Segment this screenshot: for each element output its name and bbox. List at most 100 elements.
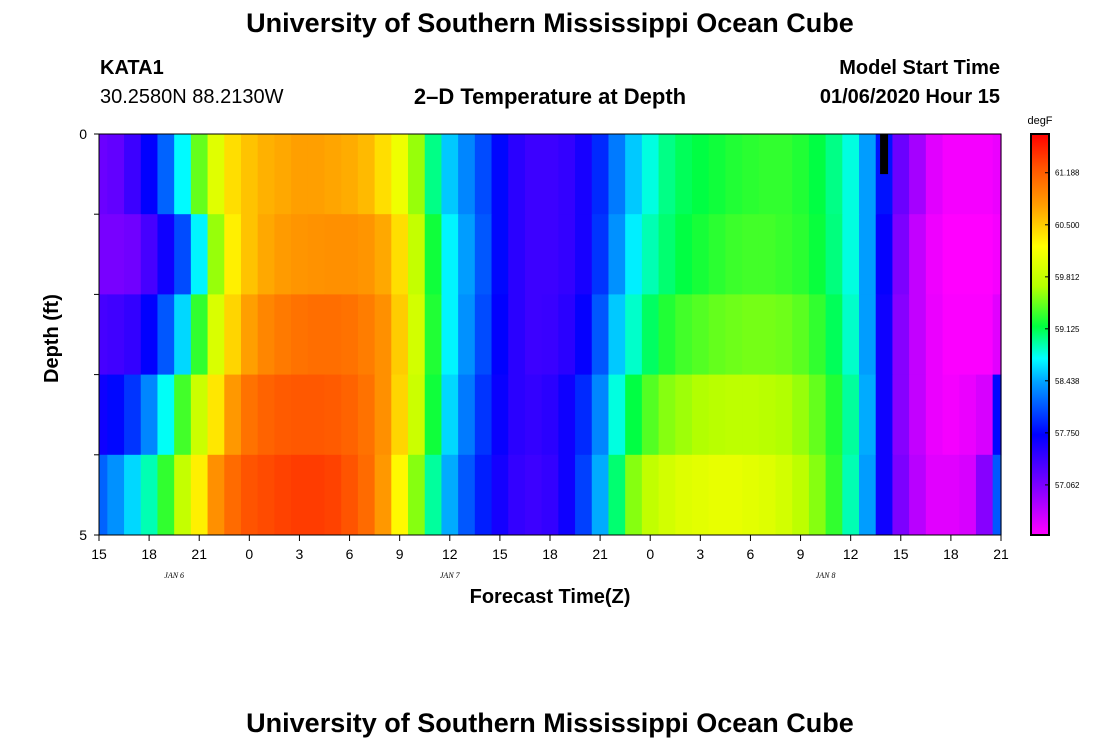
heatmap-cell	[792, 214, 810, 295]
heatmap-cell	[708, 294, 726, 375]
model-start-value: 01/06/2020 Hour 15	[819, 86, 1000, 108]
heatmap-cell	[842, 454, 860, 536]
heatmap-cell	[441, 454, 459, 536]
heatmap-cell	[157, 454, 175, 536]
heatmap-cell	[274, 214, 292, 295]
heatmap-cell	[458, 134, 476, 215]
heatmap-cell	[808, 454, 827, 536]
heatmap-cell	[224, 134, 242, 215]
heatmap-cell	[691, 454, 710, 536]
heatmap-cell	[491, 454, 509, 536]
heatmap-cell	[909, 134, 927, 215]
heatmap-cell	[775, 214, 793, 295]
heatmap-cell	[775, 294, 793, 375]
heatmap-cell	[859, 454, 877, 536]
x-tick-label: 6	[346, 546, 354, 562]
heatmap-cell	[591, 214, 610, 295]
heatmap-cell	[959, 214, 977, 295]
heatmap-cell	[541, 294, 559, 375]
x-tick-label: 6	[747, 546, 755, 562]
heatmap-cell	[357, 294, 376, 375]
heatmap-cell	[825, 294, 843, 375]
heatmap-cell	[942, 294, 960, 375]
heatmap-cell	[391, 134, 409, 215]
heatmap-cell	[224, 214, 242, 295]
heatmap-cell	[859, 374, 877, 456]
heatmap-cell	[408, 134, 426, 215]
heatmap-cell	[190, 294, 209, 375]
heatmap-cell	[107, 294, 125, 375]
heatmap-cell	[892, 374, 910, 456]
heatmap-cell	[675, 454, 693, 536]
heatmap-cell	[691, 374, 710, 456]
heatmap-cell	[558, 134, 576, 215]
heatmap-cell	[240, 214, 259, 295]
x-axis-label: Forecast Time(Z)	[469, 586, 631, 608]
heatmap-cell	[174, 134, 192, 215]
colorbar: degF 61.188 60.500 59.812 59.125 58.438 57.750…	[1027, 115, 1080, 536]
heatmap-cell	[641, 294, 660, 375]
heatmap-cell	[742, 454, 760, 536]
heatmap-cell	[190, 454, 209, 536]
x-tick-label: 0	[245, 546, 253, 562]
heatmap-cell	[124, 134, 142, 215]
heatmap-cell	[524, 374, 543, 456]
heatmap-cell	[942, 454, 960, 536]
heatmap-cell	[107, 214, 125, 295]
heatmap-cell	[124, 454, 142, 536]
date-label: JAN 7	[440, 571, 461, 580]
heatmap-cell	[341, 374, 359, 456]
heatmap-cell	[157, 134, 175, 215]
heatmap-cell	[190, 134, 209, 215]
heatmap-cell	[274, 134, 292, 215]
heatmap-cell	[975, 374, 994, 456]
x-tick-label: 15	[492, 546, 508, 562]
heatmap-cell	[374, 374, 392, 456]
x-axis-ticks: 15 18 21 0 3 6 9 12 15 18 21 0 3 6 9 12 15 18 21 JAN 6 JAN 7…	[91, 535, 1009, 580]
page-title: University of Southern Mississippi Ocean…	[246, 8, 854, 38]
heatmap-cell	[641, 454, 660, 536]
heatmap-cell	[608, 214, 626, 295]
x-tick-label: 0	[646, 546, 654, 562]
heatmap-cell	[658, 454, 676, 536]
heatmap-cell	[357, 214, 376, 295]
heatmap-cell	[992, 294, 1002, 375]
heatmap-cell	[775, 454, 793, 536]
heatmap-cell	[758, 454, 777, 536]
heatmap-cell	[708, 374, 726, 456]
heatmap-cell	[408, 374, 426, 456]
heatmap-cell	[658, 214, 676, 295]
heatmap-cell	[675, 374, 693, 456]
heatmap-cell	[291, 294, 309, 375]
heatmap-cell	[307, 214, 326, 295]
heatmap-cell	[925, 454, 944, 536]
heatmap-cell	[408, 214, 426, 295]
heatmap-cell	[625, 134, 643, 215]
heatmap-cell	[992, 134, 1002, 215]
x-tick-label: 15	[893, 546, 909, 562]
heatmap-cell	[99, 454, 108, 536]
colorbar-tick-label: 60.500	[1055, 221, 1080, 230]
heatmap-cell	[524, 294, 543, 375]
heatmap-cell	[140, 294, 159, 375]
x-tick-label: 3	[696, 546, 704, 562]
heatmap-cell	[124, 374, 142, 456]
heatmap-cell	[99, 134, 108, 215]
heatmap-cell	[474, 214, 493, 295]
y-axis-ticks: 05	[79, 126, 99, 543]
heatmap-cell	[207, 294, 225, 375]
heatmap-cell	[424, 294, 443, 375]
x-tick-label: 18	[943, 546, 959, 562]
heatmap-cell	[675, 134, 693, 215]
heatmap-cell	[808, 374, 827, 456]
heatmap-cell	[374, 454, 392, 536]
heatmap-cell	[391, 374, 409, 456]
heatmap-cell	[859, 294, 877, 375]
heatmap-cell	[742, 134, 760, 215]
heatmap-cell	[224, 374, 242, 456]
heatmap-cell	[458, 374, 476, 456]
heatmap-cell	[758, 294, 777, 375]
heatmap-cell	[307, 294, 326, 375]
heatmap-cell	[508, 454, 526, 536]
heatmap-cell	[124, 294, 142, 375]
